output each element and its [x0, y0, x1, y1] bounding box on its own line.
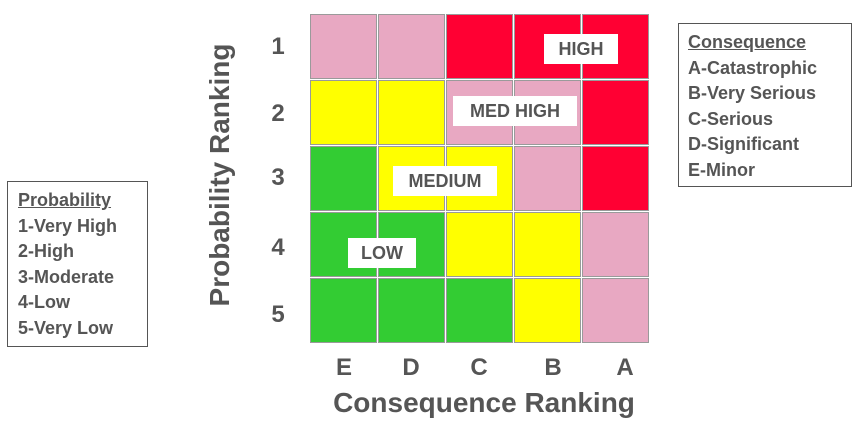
matrix-cell — [378, 14, 445, 79]
col-label: B — [544, 354, 562, 381]
probability-legend-item: 1-Very High — [18, 215, 118, 236]
consequence-legend-item: D-Significant — [688, 134, 799, 154]
row-label: 4 — [271, 234, 285, 261]
risk-matrix — [310, 14, 650, 344]
consequence-legend-item: A-Catastrophic — [688, 57, 818, 78]
matrix-cell — [310, 80, 377, 145]
matrix-cell — [310, 14, 377, 79]
probability-legend-title: Probability — [18, 190, 112, 210]
zone-label-high: HIGH — [544, 34, 618, 64]
row-label: 3 — [271, 164, 285, 191]
zone-label-med-high: MED HIGH — [453, 96, 577, 126]
col-label: C — [470, 354, 488, 381]
consequence-legend-item: E-Minor — [688, 159, 755, 180]
matrix-cell — [582, 80, 649, 145]
consequence-legend-item: C-Serious — [688, 108, 774, 129]
matrix-cell — [446, 14, 513, 79]
zone-label-low: LOW — [348, 238, 416, 268]
matrix-cell — [446, 212, 513, 277]
x-axis-title: Consequence Ranking — [333, 387, 635, 418]
row-label: 5 — [271, 301, 285, 328]
probability-legend-item: 5-Very Low — [18, 317, 114, 338]
matrix-cell — [446, 278, 513, 343]
matrix-cell — [514, 146, 581, 211]
col-label: A — [616, 354, 634, 381]
zone-label-medium: MEDIUM — [393, 166, 497, 196]
probability-legend: Probability 1-Very High 2-High 3-Moderat… — [7, 181, 148, 347]
matrix-cell — [582, 212, 649, 277]
matrix-cell — [514, 212, 581, 277]
probability-legend-item: 4-Low — [18, 292, 70, 312]
probability-legend-item: 3-Moderate — [18, 266, 115, 287]
matrix-cell — [514, 278, 581, 343]
matrix-cell — [378, 278, 445, 343]
col-label: D — [402, 354, 420, 381]
matrix-cell — [582, 146, 649, 211]
row-label: 1 — [271, 33, 285, 60]
matrix-cell — [378, 80, 445, 145]
row-label: 2 — [271, 100, 285, 127]
consequence-legend: Consequence A-Catastrophic B-Very Seriou… — [678, 23, 852, 187]
matrix-cell — [310, 278, 377, 343]
matrix-cell — [310, 146, 377, 211]
matrix-cell — [582, 278, 649, 343]
probability-legend-item: 2-High — [18, 241, 74, 261]
consequence-legend-item: B-Very Serious — [688, 83, 817, 103]
y-axis-title: Probability Ranking — [204, 43, 235, 307]
col-label: E — [335, 354, 353, 381]
consequence-legend-title: Consequence — [688, 32, 807, 52]
